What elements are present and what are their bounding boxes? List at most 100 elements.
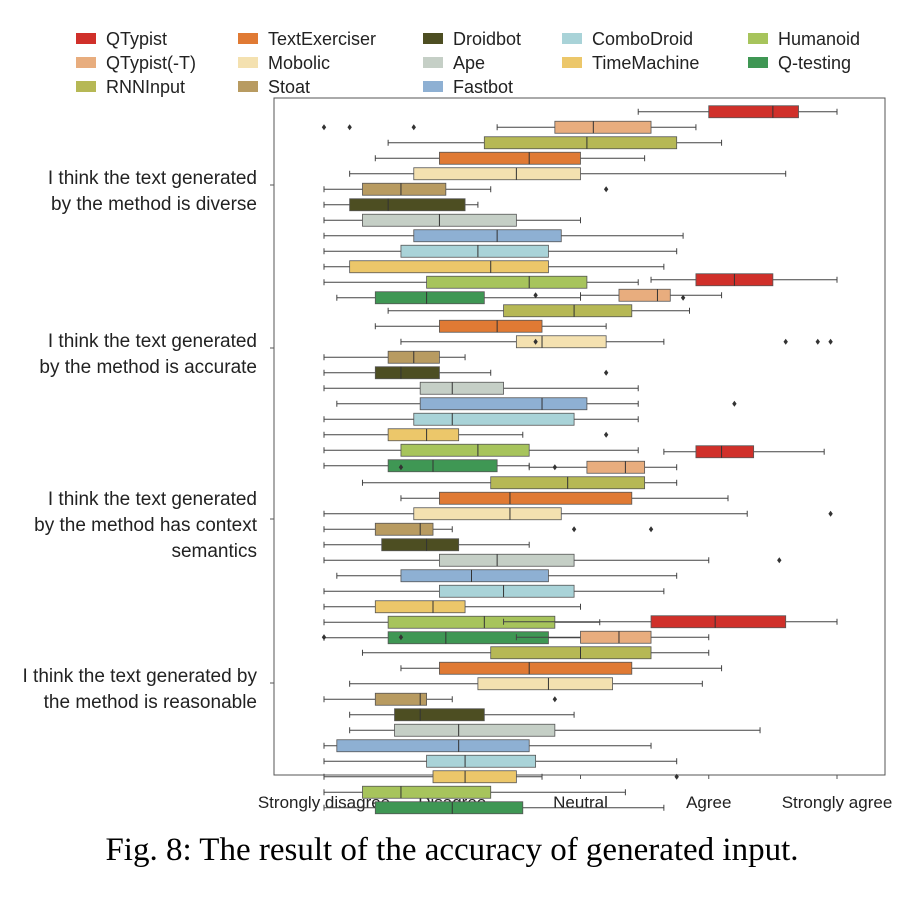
box-q-testing [387, 459, 498, 473]
legend-label: Ape [453, 53, 485, 73]
box-textexerciser [439, 319, 543, 333]
legend-label: QTypist(-T) [106, 53, 196, 73]
legend-swatch [76, 33, 96, 44]
legend-label: Q-testing [778, 53, 851, 73]
box-qtypist [650, 615, 787, 629]
box-mobolic [413, 167, 581, 181]
box-qtypist [708, 105, 799, 119]
box-humanoid [362, 785, 492, 799]
legend-swatch [423, 81, 443, 92]
outlier-point [828, 338, 833, 345]
box-combodroid [439, 584, 575, 598]
outlier-point [815, 338, 820, 345]
legend-label: Stoat [268, 77, 310, 97]
outlier-point [321, 124, 327, 131]
legend-swatch [76, 57, 96, 68]
y-category-label: I think the text generated by [23, 666, 258, 687]
y-category-label: I think the text generated [48, 489, 257, 510]
y-category-label: by the method has context [34, 515, 258, 536]
legend-swatch [748, 57, 768, 68]
y-category-label: by the method is accurate [39, 357, 257, 378]
legend-swatch [423, 57, 443, 68]
box-rnninput [503, 304, 633, 318]
legend-label: Mobolic [268, 53, 330, 73]
outlier-point [648, 526, 654, 533]
legend-swatch [562, 33, 582, 44]
legend-swatch [238, 81, 258, 92]
outlier-point [777, 557, 782, 564]
outlier-point [603, 186, 609, 193]
outlier-point [603, 369, 609, 376]
outlier-point [533, 338, 538, 345]
legend-label: Fastbot [453, 77, 513, 97]
legend-swatch [423, 33, 443, 44]
outlier-point [552, 696, 558, 703]
outlier-point [321, 634, 327, 641]
box-mobolic [413, 507, 562, 521]
legend-label: TextExerciser [268, 29, 376, 49]
box-mobolic [515, 335, 607, 349]
y-category-label: the method is reasonable [44, 692, 257, 713]
y-category-label: I think the text generated [48, 168, 257, 189]
box-qtypist-t- [618, 288, 671, 302]
box-q-testing [374, 801, 524, 815]
outlier-point [398, 634, 404, 641]
box-ape [419, 381, 504, 395]
box-qtypist-t- [554, 120, 652, 134]
plot-frame [273, 97, 886, 776]
legend-swatch [76, 81, 96, 92]
legend-label: RNNInput [106, 77, 185, 97]
box-rnninput [490, 646, 652, 660]
box-stoat [374, 692, 427, 706]
box-textexerciser [439, 661, 633, 675]
box-stoat [362, 182, 447, 196]
box-textexerciser [439, 491, 633, 505]
legend-swatch [562, 57, 582, 68]
legend-swatch [748, 33, 768, 44]
box-timemachine [349, 260, 549, 274]
legend-swatch [238, 33, 258, 44]
outlier-point [347, 124, 352, 131]
box-q-testing [374, 291, 485, 305]
box-droidbot [349, 198, 466, 212]
box-fastbot [413, 229, 562, 243]
outlier-point [552, 464, 558, 471]
box-fastbot [419, 397, 588, 411]
outlier-point [674, 773, 679, 780]
x-tick-label: Strongly agree [782, 793, 893, 812]
box-droidbot [381, 538, 460, 552]
box-qtypist-t- [580, 630, 652, 644]
outlier-point [571, 526, 577, 533]
x-tick-label: Agree [686, 793, 731, 812]
box-timemachine [432, 770, 517, 784]
box-combodroid [413, 412, 575, 426]
legend-label: QTypist [106, 29, 167, 49]
outlier-point [783, 338, 788, 345]
legend-label: TimeMachine [592, 53, 699, 73]
y-category-label: semantics [171, 541, 257, 562]
box-combodroid [426, 754, 537, 768]
box-humanoid [426, 275, 588, 289]
y-category-label: I think the text generated [48, 331, 257, 352]
outlier-point [411, 124, 416, 131]
box-rnninput [483, 136, 678, 150]
outlier-point [828, 510, 833, 517]
box-qtypist [695, 445, 755, 459]
figure-caption: Fig. 8: The result of the accuracy of ge… [105, 832, 799, 868]
box-timemachine [374, 600, 466, 614]
box-qtypist-t- [586, 460, 646, 474]
box-ape [394, 723, 556, 737]
legend-label: Humanoid [778, 29, 860, 49]
outlier-point [398, 464, 404, 471]
box-stoat [374, 522, 434, 536]
outlier-point [603, 431, 609, 438]
box-humanoid [400, 443, 530, 457]
box-timemachine [387, 428, 460, 442]
y-category-label: by the method is diverse [51, 194, 257, 215]
box-ape [439, 553, 575, 567]
outlier-point [732, 400, 737, 407]
box-combodroid [400, 244, 549, 258]
box-droidbot [394, 708, 485, 722]
